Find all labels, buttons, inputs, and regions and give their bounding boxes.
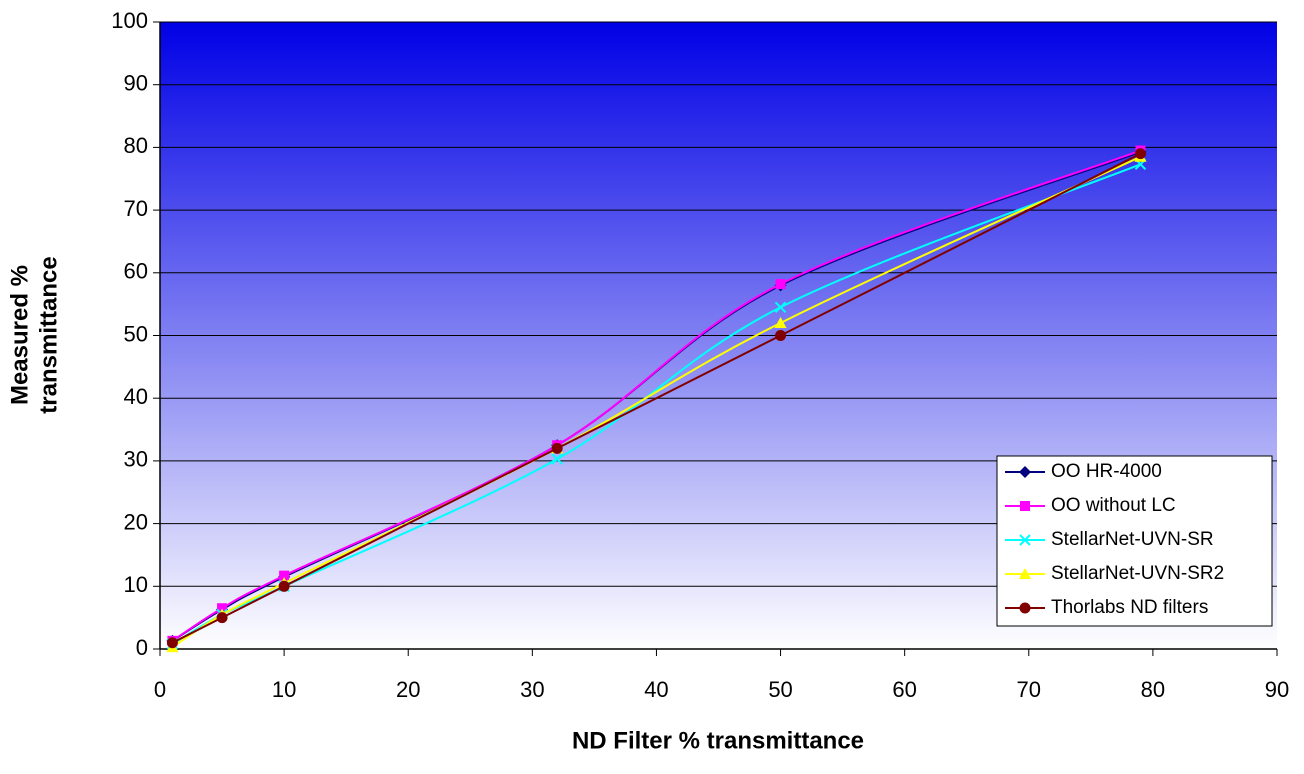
marker — [1019, 534, 1031, 546]
marker — [1134, 148, 1146, 160]
y-tick-label: 100 — [111, 8, 148, 33]
legend-label: StellarNet-UVN-SR2 — [1051, 563, 1224, 584]
legend: OO HR-4000 OO without LC StellarNet-UVN-SR… — [996, 455, 1273, 627]
x-tick-label: 30 — [520, 677, 544, 702]
y-axis-title-line: Measured % — [6, 265, 33, 405]
marker — [774, 316, 787, 328]
marker — [166, 637, 178, 649]
x-tick-label: 40 — [644, 677, 668, 702]
legend-label: OO HR-4000 — [1051, 461, 1162, 482]
y-tick-label: 0 — [136, 635, 148, 660]
marker — [774, 301, 787, 313]
y-tick-label: 30 — [124, 447, 148, 472]
marker — [1019, 602, 1031, 614]
y-tick-label: 70 — [124, 196, 148, 221]
y-tick-label: 40 — [124, 384, 148, 409]
marker — [278, 580, 290, 592]
y-axis-title: Measured % transmittance — [6, 256, 62, 413]
x-tick-label: 80 — [1141, 677, 1165, 702]
marker — [1019, 568, 1031, 579]
marker — [551, 453, 563, 465]
y-tick-label: 10 — [124, 572, 148, 597]
x-tick-label: 90 — [1265, 677, 1289, 702]
y-tick-label: 60 — [124, 259, 148, 284]
marker — [1019, 466, 1031, 478]
marker — [217, 603, 228, 614]
marker — [551, 442, 563, 454]
y-tick-label: 90 — [124, 71, 148, 96]
marker — [1020, 501, 1030, 511]
x-tick-label: 50 — [768, 677, 792, 702]
marker — [775, 330, 787, 341]
y-tick-label: 80 — [124, 133, 148, 158]
y-tick-label: 20 — [124, 509, 148, 534]
x-tick-label: 0 — [154, 677, 166, 702]
x-tick-label: 60 — [892, 677, 916, 702]
x-tick-label: 10 — [272, 677, 296, 702]
x-tick-label: 70 — [1017, 677, 1041, 702]
legend-label: OO without LC — [1051, 495, 1176, 516]
x-axis-title: ND Filter % transmittance — [572, 727, 864, 754]
legend-label: StellarNet-UVN-SR — [1051, 529, 1214, 550]
y-tick-label: 50 — [124, 321, 148, 346]
marker — [775, 279, 786, 290]
marker — [216, 612, 228, 624]
x-tick-label: 20 — [396, 677, 420, 702]
y-axis-title-line: transmittance — [35, 256, 62, 413]
legend-label: Thorlabs ND filters — [1051, 597, 1208, 618]
marker — [279, 570, 290, 581]
